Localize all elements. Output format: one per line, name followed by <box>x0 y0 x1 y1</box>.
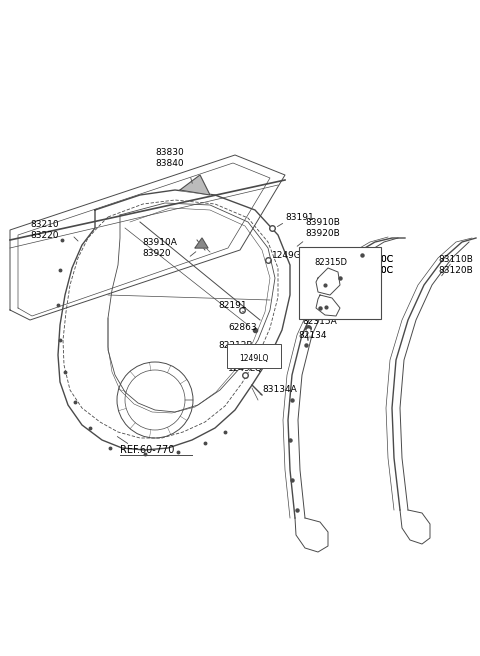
Text: 82212B: 82212B <box>218 340 252 350</box>
Text: 83134A: 83134A <box>262 386 297 394</box>
Text: 82315A: 82315A <box>302 318 337 327</box>
Text: 83910B
83920B: 83910B 83920B <box>305 218 340 237</box>
Text: 83830
83840: 83830 83840 <box>156 148 184 168</box>
Text: 82134: 82134 <box>298 331 326 340</box>
Text: 83910A
83920: 83910A 83920 <box>142 238 177 258</box>
Text: 83191: 83191 <box>285 213 314 222</box>
Text: REF.60-770: REF.60-770 <box>120 445 174 455</box>
Text: 82191: 82191 <box>218 300 247 310</box>
Text: 1249LQ: 1249LQ <box>228 363 263 373</box>
Polygon shape <box>180 175 210 195</box>
Text: 83110B
83120B: 83110B 83120B <box>438 255 473 275</box>
Text: 82315D: 82315D <box>314 258 347 267</box>
Polygon shape <box>195 238 208 248</box>
Text: 83130C
83140C: 83130C 83140C <box>358 255 393 275</box>
Text: 1249LQ: 1249LQ <box>240 354 269 363</box>
Text: 83210
83220: 83210 83220 <box>30 220 59 239</box>
FancyBboxPatch shape <box>227 344 281 368</box>
Text: 1249GB: 1249GB <box>272 251 308 260</box>
FancyBboxPatch shape <box>299 247 381 319</box>
Text: 62863: 62863 <box>228 323 257 333</box>
Text: 83130C
83140C: 83130C 83140C <box>358 255 393 275</box>
